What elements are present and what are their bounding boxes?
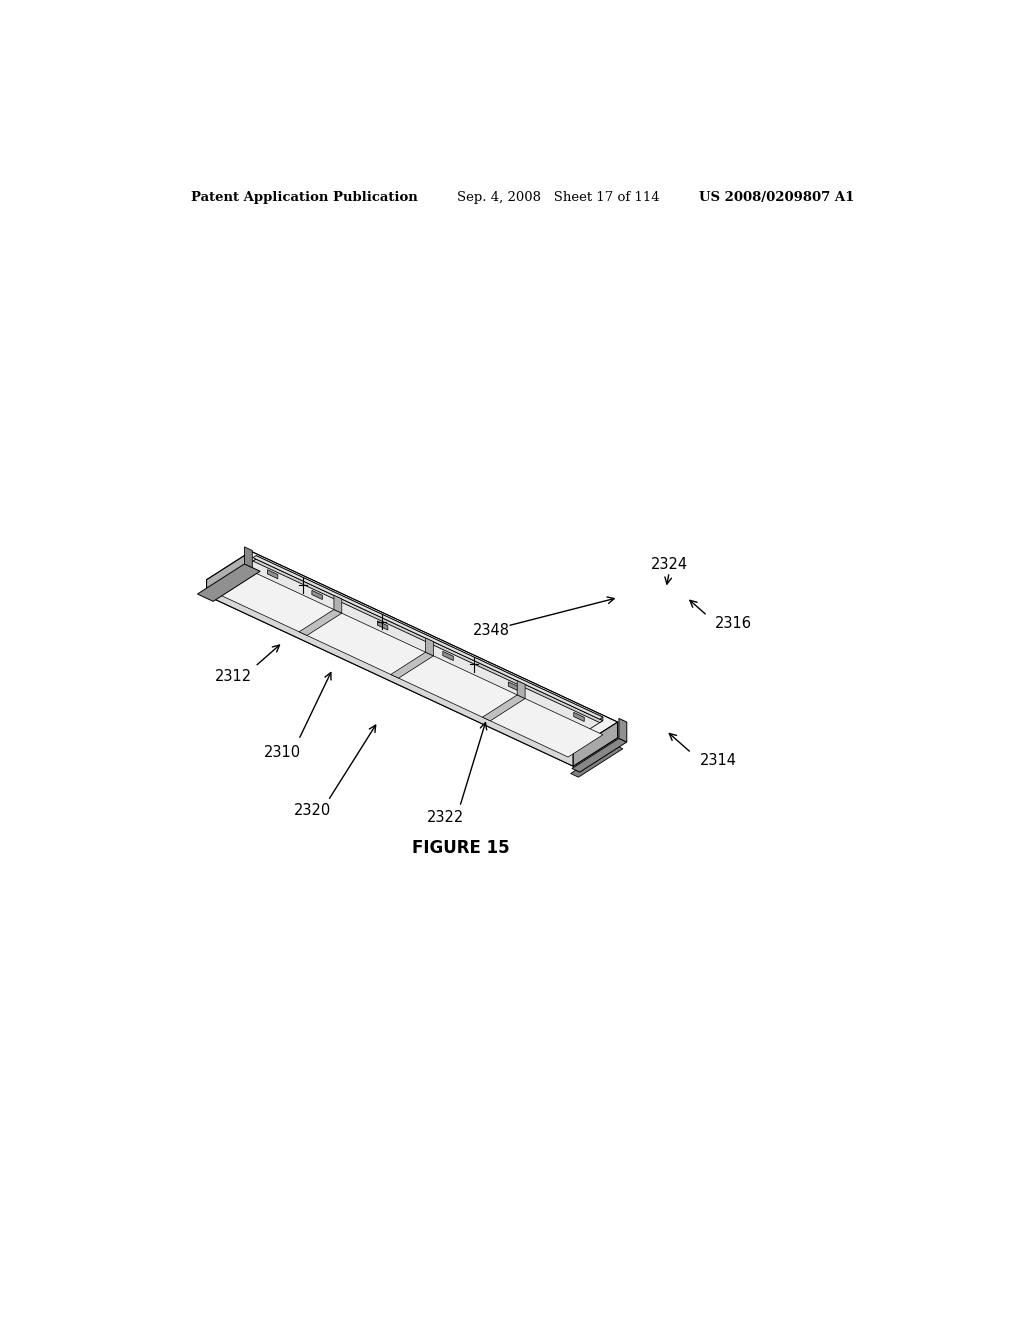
Polygon shape — [334, 595, 342, 614]
Polygon shape — [508, 682, 519, 690]
Text: Patent Application Publication: Patent Application Publication — [191, 190, 418, 203]
Polygon shape — [198, 564, 260, 602]
Polygon shape — [573, 713, 585, 722]
Polygon shape — [426, 638, 433, 656]
Polygon shape — [253, 556, 603, 719]
Polygon shape — [251, 552, 617, 738]
Polygon shape — [378, 620, 388, 630]
Polygon shape — [267, 570, 278, 578]
Polygon shape — [245, 546, 252, 568]
Polygon shape — [256, 556, 603, 721]
Polygon shape — [207, 579, 573, 766]
Polygon shape — [618, 718, 627, 742]
Polygon shape — [391, 652, 433, 678]
Polygon shape — [442, 651, 454, 660]
Text: 2316: 2316 — [715, 616, 753, 631]
Text: FIGURE 15: FIGURE 15 — [413, 838, 510, 857]
Polygon shape — [312, 590, 323, 599]
Text: 2320: 2320 — [294, 804, 331, 818]
Polygon shape — [207, 568, 617, 766]
Text: US 2008/0209807 A1: US 2008/0209807 A1 — [699, 190, 855, 203]
Polygon shape — [253, 560, 603, 722]
Polygon shape — [570, 744, 623, 777]
Polygon shape — [517, 681, 525, 698]
Text: 2348: 2348 — [473, 623, 510, 638]
Text: 2314: 2314 — [699, 752, 736, 768]
Text: 2310: 2310 — [264, 746, 301, 760]
Polygon shape — [221, 573, 603, 758]
Polygon shape — [207, 552, 251, 595]
Polygon shape — [573, 722, 617, 766]
Polygon shape — [482, 694, 525, 721]
Text: Sep. 4, 2008   Sheet 17 of 114: Sep. 4, 2008 Sheet 17 of 114 — [458, 190, 660, 203]
Text: 2312: 2312 — [215, 669, 252, 684]
Text: 2322: 2322 — [427, 809, 464, 825]
Polygon shape — [572, 738, 627, 772]
Polygon shape — [207, 552, 617, 751]
Text: 2324: 2324 — [650, 557, 688, 573]
Polygon shape — [221, 560, 603, 743]
Polygon shape — [299, 610, 342, 635]
